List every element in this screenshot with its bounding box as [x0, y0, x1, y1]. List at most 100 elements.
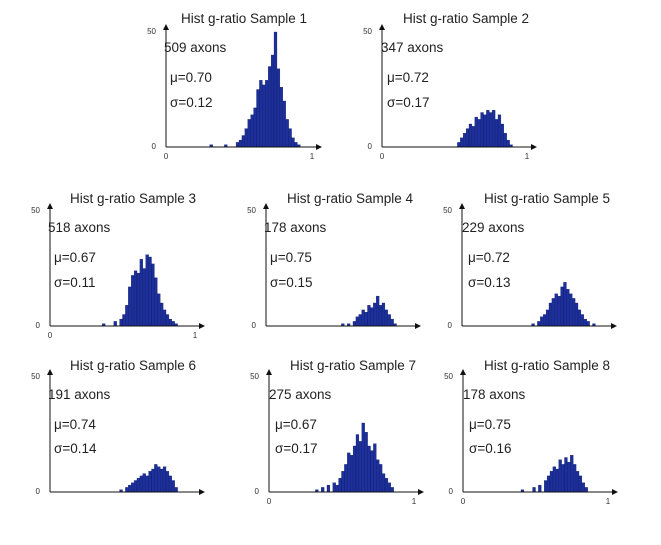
histogram-bar [256, 89, 260, 148]
chart-title: Hist g-ratio Sample 3 [70, 191, 196, 206]
histogram-bar [577, 309, 582, 327]
axon-count-label: 518 axons [48, 220, 111, 235]
histogram-bar [142, 268, 146, 327]
histogram-bar [489, 112, 493, 148]
histogram-bar [165, 314, 170, 327]
histogram-panel-3: 0 50 0 1 Hist g-ratio Sample 3 518 axons μ=0.6… [31, 191, 205, 340]
mean-label: μ=0.67 [54, 250, 96, 265]
histogram-bar [338, 478, 342, 493]
mean-label: μ=0.72 [468, 250, 510, 265]
sd-label: σ=0.13 [468, 275, 511, 290]
histogram-bar [546, 475, 551, 493]
axon-count-label: 275 axons [269, 387, 332, 402]
chart-title: Hist g-ratio Sample 8 [484, 358, 610, 373]
histogram-bar [567, 461, 571, 493]
mean-label: μ=0.74 [54, 417, 96, 432]
histogram-bar [563, 282, 567, 327]
histogram-bar [583, 318, 587, 327]
y-tick-label: 0 [36, 321, 41, 330]
histogram-bar [376, 459, 380, 493]
y-axis-arrow [460, 369, 466, 375]
histogram-bar [122, 314, 126, 327]
histogram-bars [520, 455, 588, 493]
histogram-bar [500, 123, 504, 148]
histogram-bar [273, 31, 278, 148]
histogram-bar [361, 309, 365, 327]
histogram-bar [238, 139, 243, 148]
histogram-panel-6: 0 50 Hist g-ratio Sample 6 191 axons μ=0.74 σ… [31, 358, 205, 496]
histogram-bar [282, 100, 286, 148]
histogram-bar [381, 302, 386, 327]
histogram-bar [370, 307, 374, 327]
histogram-bar [545, 309, 550, 327]
histogram-bar [265, 80, 269, 148]
histogram-bar [480, 112, 484, 148]
histogram-bar [358, 314, 362, 327]
histogram-bar [506, 139, 510, 148]
mean-label: μ=0.70 [170, 70, 212, 85]
y-axis-arrow [47, 369, 53, 375]
histogram-bar [174, 487, 178, 493]
histogram-bar [364, 432, 368, 493]
histogram-bar [549, 471, 554, 493]
histogram-bar [558, 459, 562, 493]
chart-title: Hist g-ratio Sample 4 [287, 191, 414, 206]
histogram-bar [160, 302, 164, 327]
histogram-bar [379, 464, 383, 493]
histogram-bar [555, 468, 559, 493]
histogram-bar [128, 484, 132, 493]
histogram-bars [209, 31, 301, 148]
histogram-bar [154, 464, 158, 493]
x-axis-arrow [531, 144, 537, 150]
axon-count-label: 347 axons [381, 40, 444, 55]
histogram-bar [492, 110, 496, 148]
histogram-bar [142, 473, 146, 493]
histogram-bar [586, 321, 590, 327]
histogram-bar [532, 487, 536, 493]
histogram-bar [259, 80, 263, 148]
histogram-bar [358, 441, 362, 493]
x-tick-label: 0 [461, 497, 466, 506]
histogram-bar [347, 452, 351, 493]
y-axis-arrow [459, 203, 465, 209]
histogram-bars [102, 254, 178, 327]
histogram-bar [168, 318, 172, 327]
histogram-bar [376, 295, 380, 327]
histogram-bar [373, 302, 377, 327]
histogram-bar [465, 128, 470, 148]
y-tick-label: 50 [250, 372, 259, 381]
histogram-bar [486, 110, 490, 148]
histogram-bar [552, 466, 556, 493]
histogram-bar [503, 133, 507, 148]
histogram-bar [483, 114, 487, 148]
histogram-bar [554, 293, 558, 327]
y-tick-label: 50 [247, 206, 256, 215]
x-axis-arrow [199, 489, 205, 495]
histogram-bar [471, 126, 475, 148]
histogram-bar [352, 321, 357, 327]
histogram-bar [151, 263, 155, 327]
chart-title: Hist g-ratio Sample 5 [484, 191, 610, 206]
histogram-bars [341, 295, 397, 327]
histogram-bar [139, 259, 143, 327]
mean-label: μ=0.72 [387, 70, 429, 85]
histogram-panel-7: 0 50 0 1 Hist g-ratio Sample 7 275 axons μ=0.6… [250, 358, 424, 506]
histogram-bar [384, 478, 389, 493]
histogram-bar [241, 135, 245, 148]
histogram-bar [250, 114, 254, 148]
y-tick-label: 0 [36, 487, 41, 496]
y-tick-label: 0 [448, 321, 453, 330]
histogram-bar [294, 142, 298, 148]
histogram-bar [575, 471, 580, 493]
histogram-bar [543, 314, 547, 327]
mean-label: μ=0.75 [469, 417, 511, 432]
histogram-bar [262, 84, 266, 148]
histogram-bar [574, 302, 579, 327]
histogram-bar [557, 295, 561, 327]
sd-label: σ=0.16 [469, 441, 512, 456]
histogram-bars [457, 110, 513, 148]
histogram-bar [247, 119, 251, 148]
y-tick-label: 50 [443, 206, 452, 215]
x-tick-label: 0 [267, 497, 272, 506]
histogram-bar [131, 482, 135, 493]
